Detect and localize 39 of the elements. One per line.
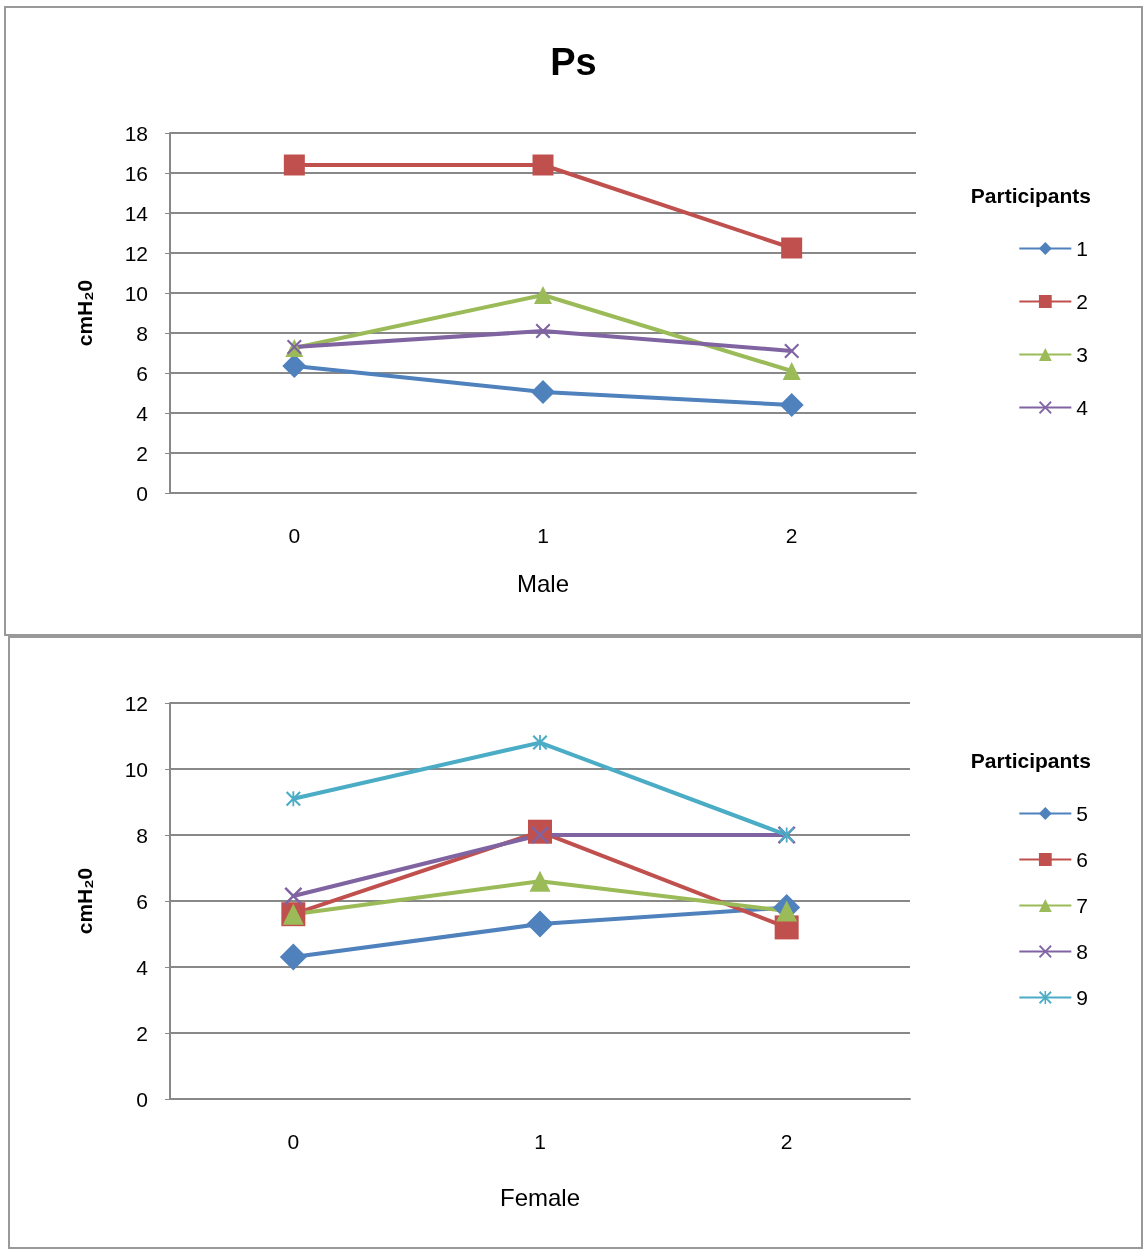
y-tick-label: 14 (124, 201, 149, 225)
legend-title: Participants (970, 184, 1092, 207)
y-tick-label: 2 (136, 441, 148, 465)
legend-label: 5 (1076, 802, 1089, 825)
x-tick-label: 2 (785, 524, 798, 547)
y-axis-title: cmH₂0 (73, 279, 96, 347)
y-tick-label: 8 (136, 823, 148, 847)
y-tick-label: 18 (124, 121, 148, 145)
y-tick-label: 16 (124, 161, 148, 185)
legend-label: 9 (1076, 986, 1089, 1009)
legend-title: Participants (970, 749, 1092, 772)
x-tick-label: 1 (537, 524, 549, 547)
y-tick-label: 10 (124, 281, 148, 305)
x-tick-label: 0 (287, 1130, 300, 1153)
y-axis-title: cmH₂0 (73, 867, 96, 935)
y-tick-label: 2 (136, 1021, 148, 1045)
x-axis-title: Female (499, 1183, 581, 1211)
legend-label: 8 (1076, 940, 1089, 963)
y-tick-label: 8 (136, 321, 148, 345)
chart-title: Ps (550, 41, 597, 83)
y-tick-label: 12 (124, 691, 148, 715)
legend-label: 7 (1076, 894, 1089, 917)
y-tick-label: 10 (124, 757, 148, 781)
x-tick-label: 1 (534, 1130, 546, 1153)
y-tick-label: 6 (136, 889, 148, 913)
x-axis-title: Male (516, 569, 570, 597)
legend-label: 2 (1076, 290, 1089, 313)
legend-label: 1 (1076, 237, 1089, 260)
legend-label: 4 (1076, 396, 1089, 419)
legend-label: 6 (1076, 848, 1089, 871)
y-tick-label: 0 (136, 1087, 148, 1111)
legend-label: 3 (1076, 343, 1089, 366)
y-tick-label: 4 (136, 955, 149, 979)
y-tick-label: 12 (124, 241, 148, 265)
x-tick-label: 0 (288, 524, 301, 547)
y-tick-label: 0 (136, 481, 148, 505)
y-tick-label: 4 (136, 401, 149, 425)
y-tick-label: 6 (136, 361, 148, 385)
x-tick-label: 2 (780, 1130, 793, 1153)
